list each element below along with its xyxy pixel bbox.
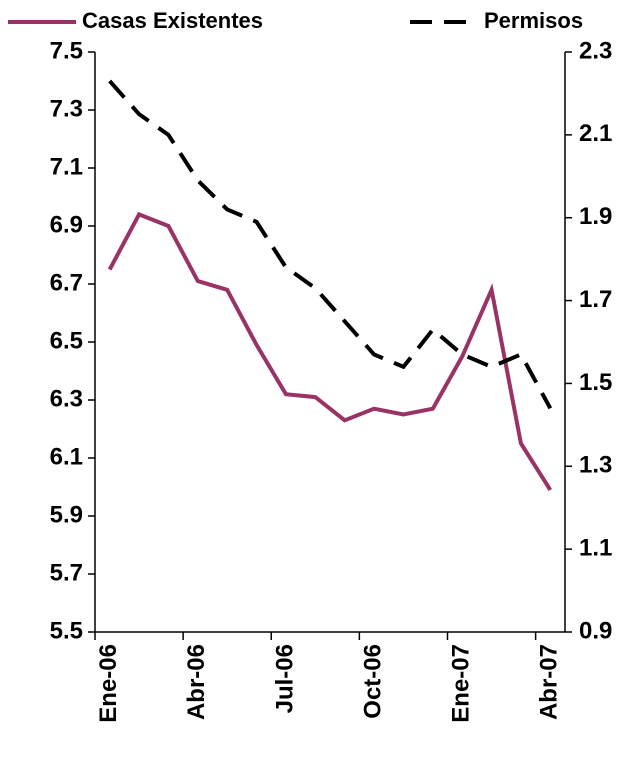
y2-tick-label: 1.3 bbox=[579, 452, 612, 479]
y-tick-label: 6.1 bbox=[50, 443, 83, 470]
y2-tick-label: 0.9 bbox=[579, 617, 612, 644]
x-tick-label: Jul-06 bbox=[271, 644, 298, 713]
legend-label: Permisos bbox=[484, 8, 583, 33]
series-line bbox=[107, 211, 553, 491]
y-tick-label: 5.9 bbox=[50, 501, 83, 528]
y-tick-label: 7.1 bbox=[50, 153, 83, 180]
y2-tick-label: 1.7 bbox=[579, 286, 612, 313]
y-tick-label: 7.3 bbox=[50, 95, 83, 122]
y-tick-label: 6.5 bbox=[50, 327, 83, 354]
x-tick-label: Oct-06 bbox=[359, 644, 386, 719]
y-tick-label: 5.7 bbox=[50, 559, 83, 586]
y-tick-label: 5.5 bbox=[50, 617, 83, 644]
y-tick-label: 6.9 bbox=[50, 211, 83, 238]
y2-tick-label: 2.1 bbox=[579, 120, 612, 147]
y2-tick-label: 1.5 bbox=[579, 369, 612, 396]
x-tick-label: Ene-07 bbox=[448, 644, 475, 723]
y-tick-label: 6.3 bbox=[50, 385, 83, 412]
y2-tick-label: 1.1 bbox=[579, 534, 612, 561]
x-tick-label: Ene-06 bbox=[95, 644, 122, 723]
y2-tick-label: 2.3 bbox=[579, 37, 612, 64]
x-tick-label: Abr-06 bbox=[183, 644, 210, 720]
y-tick-label: 6.7 bbox=[50, 269, 83, 296]
y-tick-label: 7.5 bbox=[50, 37, 83, 64]
y2-tick-label: 1.9 bbox=[579, 203, 612, 230]
x-tick-label: Abr-07 bbox=[536, 644, 563, 720]
series-line bbox=[108, 79, 553, 410]
legend-label: Casas Existentes bbox=[82, 8, 263, 33]
